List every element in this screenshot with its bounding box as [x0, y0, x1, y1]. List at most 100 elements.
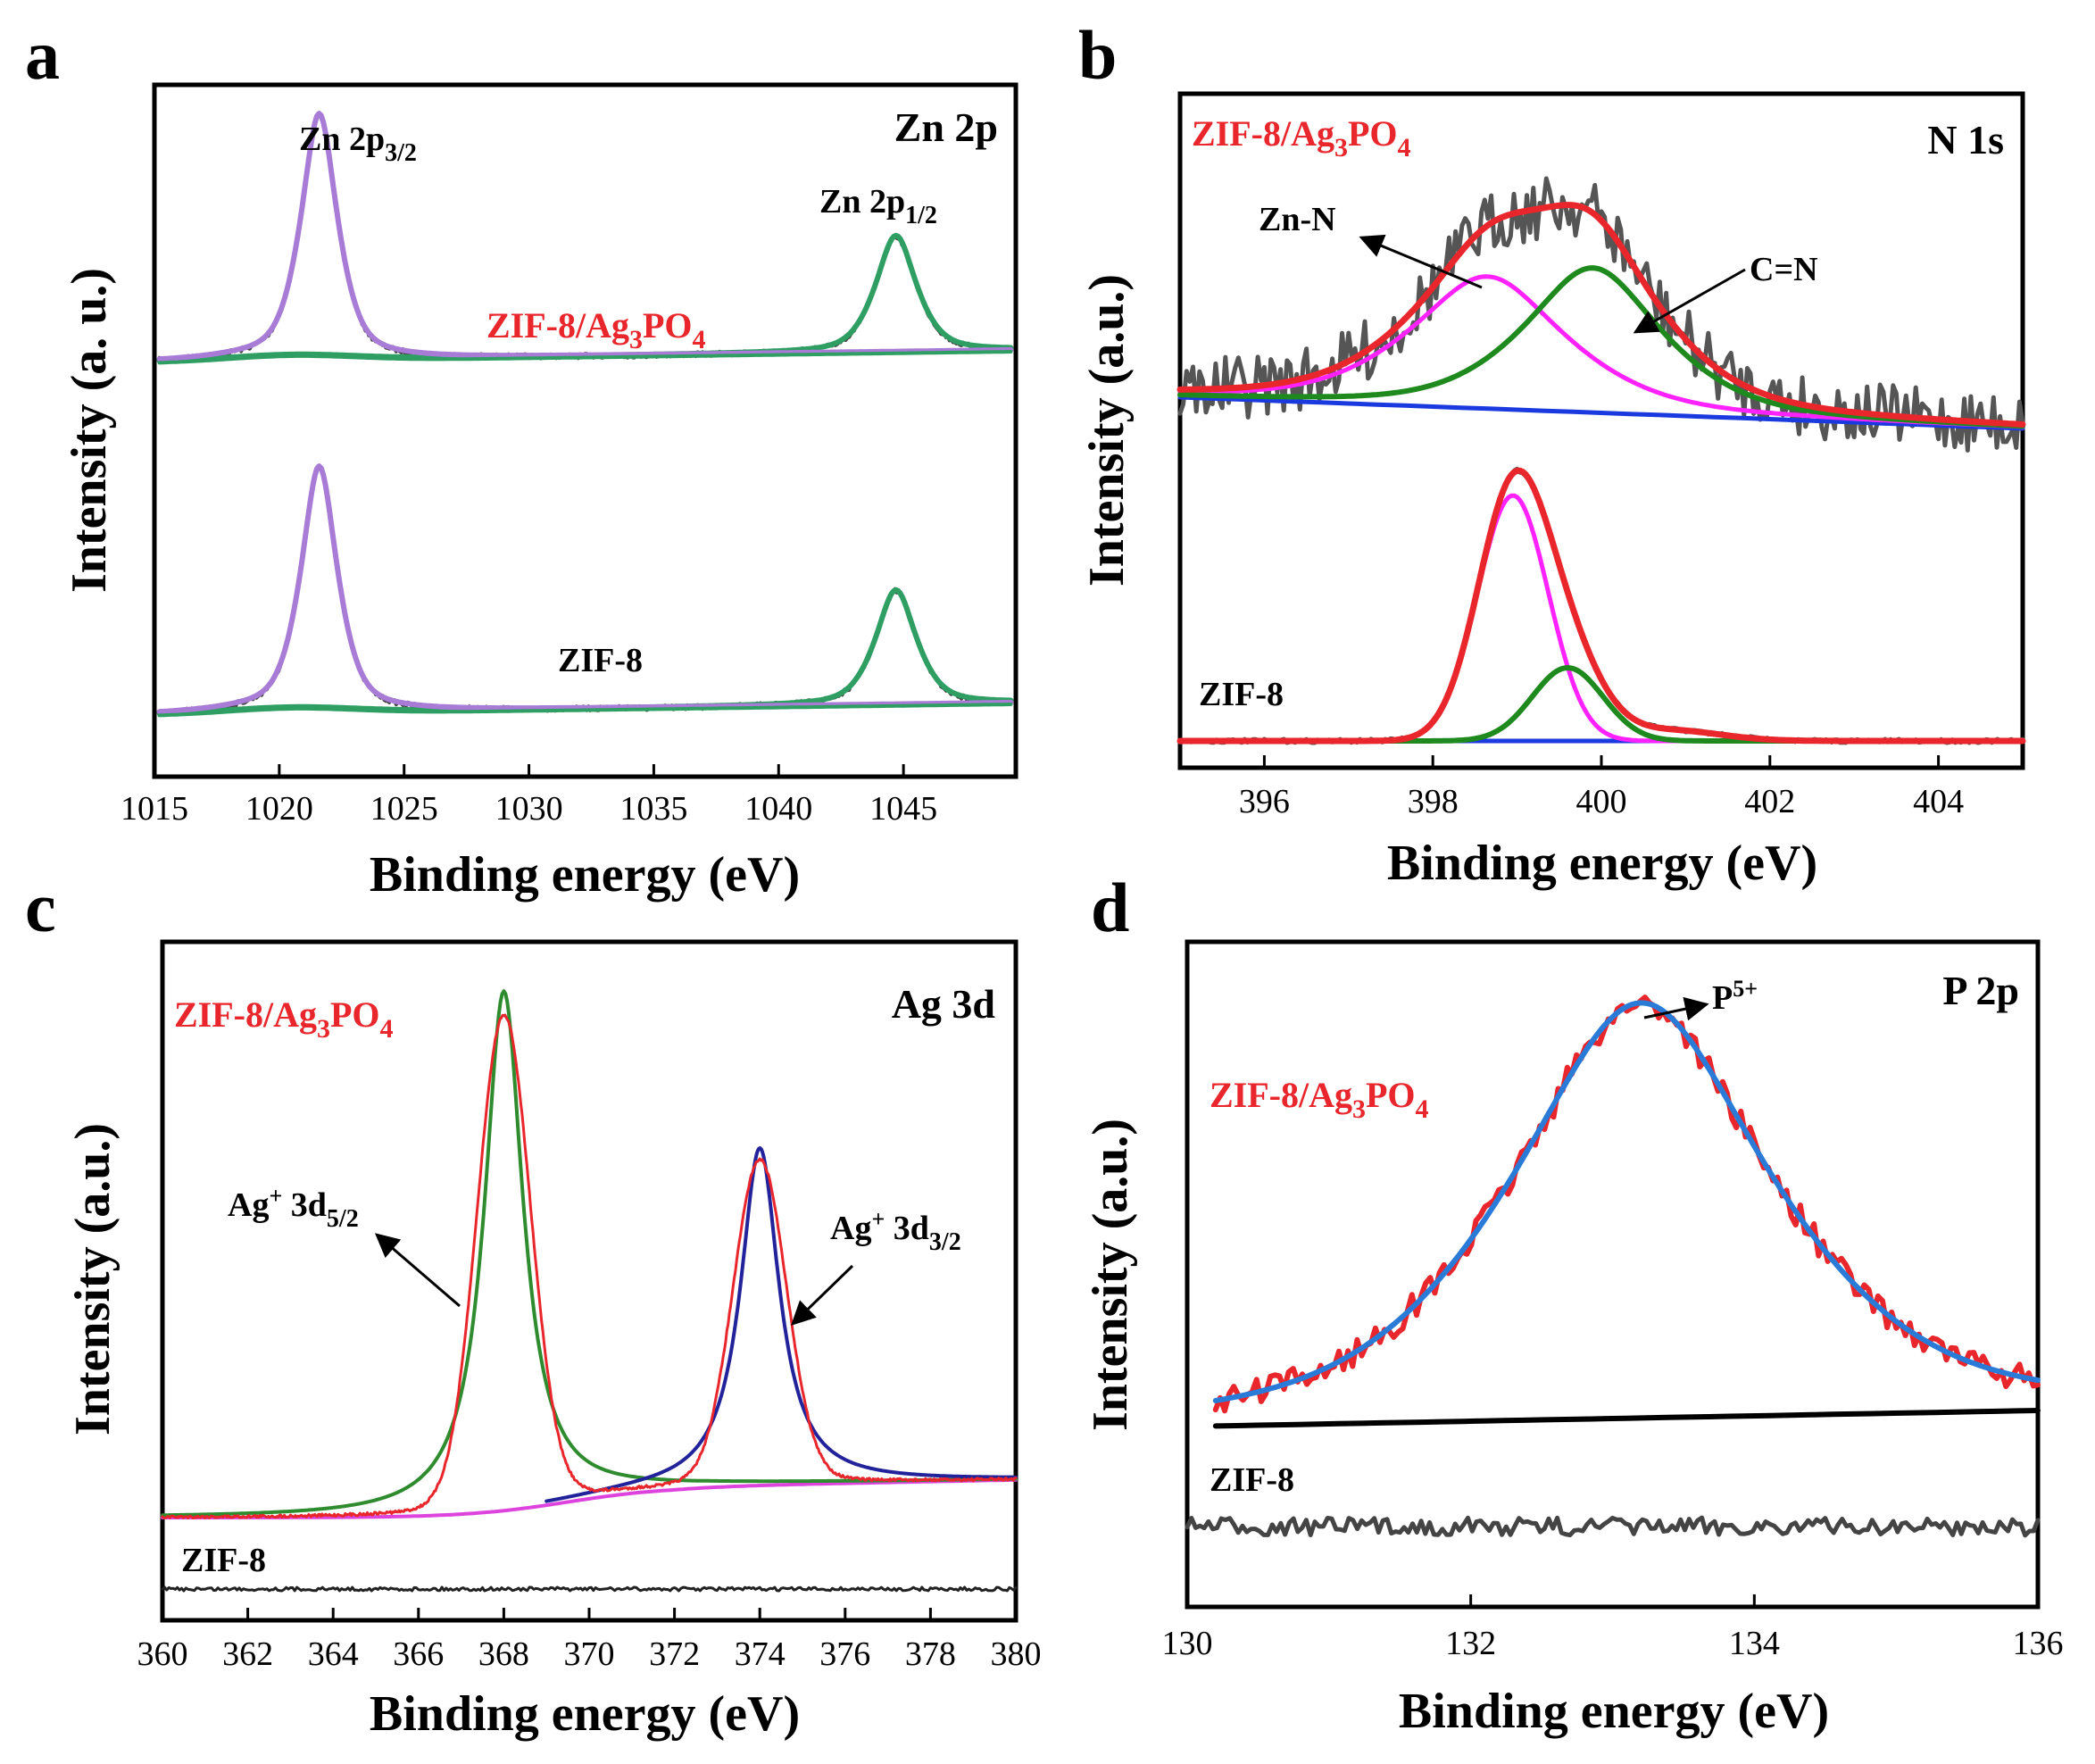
peak-label-zn-n: Zn-N	[1259, 201, 1336, 238]
peak-label-ag-3d52: Ag+ 3d5/2	[228, 1183, 359, 1233]
arrow-p5	[1643, 996, 1709, 1021]
x-tick-label-a-0: 1015	[121, 790, 188, 828]
baseline-a-zif8	[157, 703, 1013, 718]
spectrum-title-d: P 2p	[1942, 968, 2019, 1013]
raw-spectrum-b-hybrid	[1177, 176, 2025, 453]
x-tick-label-c-10: 380	[991, 1635, 1042, 1673]
x-tick-label-a-2: 1025	[370, 790, 438, 828]
panel-c: c 360 362 364 366 368 370 372 374 376 378 380 Ag 3…	[25, 869, 1042, 1742]
panel-letter-b: b	[1078, 16, 1117, 94]
x-tick-label-c-6: 372	[649, 1635, 700, 1673]
x-tick-label-b-2: 400	[1576, 783, 1627, 820]
fit-ag-3d52-c	[161, 989, 1018, 1518]
x-tick-label-c-3: 366	[393, 1635, 444, 1673]
arrow-c-n	[1633, 268, 1746, 334]
sample-label-zif8-ag3po4-b: ZIF-8/Ag3PO4	[1192, 113, 1411, 162]
x-axis-title-d: Binding energy (eV)	[1399, 1684, 1829, 1739]
x-tick-label-c-7: 374	[735, 1635, 786, 1673]
x-axis-title-c: Binding energy (eV)	[370, 1686, 800, 1742]
sample-label-zif8-ag3po4-c: ZIF-8/Ag3PO4	[174, 994, 394, 1044]
x-axis-title-a: Binding energy (eV)	[370, 847, 800, 903]
curves-d	[1185, 994, 2041, 1538]
y-axis-title-d: Intensity (a.u.)	[1083, 1119, 1138, 1431]
x-tick-label-c-2: 364	[308, 1635, 359, 1673]
panel-letter-a: a	[25, 16, 60, 94]
fit-zn-2p32-a-zif8	[156, 463, 1014, 715]
ticks-d	[1185, 1594, 2040, 1607]
x-tick-label-a-6: 1045	[869, 790, 937, 828]
fit-p2p-d	[1212, 1000, 2041, 1403]
x-tick-label-c-5: 370	[564, 1635, 615, 1673]
panel-a: a 1015 1020 1025 1030 1035 1040 1045 Zn 2p Zn …	[25, 16, 1018, 903]
peak-label-c-n: C=N	[1750, 251, 1818, 288]
fit-ag-3d32-c	[545, 1146, 1018, 1503]
y-axis-title-a: Intensity (a. u.)	[62, 268, 117, 593]
y-axis-title-b: Intensity (a.u.)	[1079, 274, 1135, 587]
curves-b	[1176, 176, 2026, 745]
x-tick-label-b-4: 404	[1913, 783, 1964, 820]
sample-label-zif8-ag3po4-d: ZIF-8/Ag3PO4	[1210, 1075, 1429, 1124]
ticks-b	[1262, 755, 1941, 768]
plot-frame-b	[1177, 91, 2025, 770]
x-tick-label-a-4: 1035	[619, 790, 687, 828]
panel-d: d 130 132 134 136 P 2p ZIF-8/Ag3PO4 P5+ ZIF…	[1083, 869, 2064, 1739]
envelope-b-zif8	[1176, 467, 2026, 745]
x-tick-label-d-2: 134	[1729, 1625, 1780, 1662]
spectrum-title-b: N 1s	[1927, 117, 2004, 162]
baseline-b-hybrid	[1177, 395, 2025, 431]
ticks-a	[153, 764, 905, 777]
tick-labels-a: 1015 1020 1025 1030 1035 1040 1045	[121, 790, 937, 828]
peak-label-zn-2p32: Zn 2p3/2	[299, 121, 417, 167]
curves-a	[156, 111, 1014, 718]
sample-label-zif8-ag3po4-a: ZIF-8/Ag3PO4	[486, 305, 706, 354]
raw-spectrum-d-zif8	[1185, 1515, 2041, 1538]
x-tick-label-b-3: 402	[1744, 783, 1795, 820]
peak-label-ag-3d32: Ag+ 3d3/2	[830, 1206, 961, 1256]
tick-labels-d: 130 132 134 136	[1162, 1625, 2064, 1662]
spectrum-title-a: Zn 2p	[894, 104, 998, 150]
x-tick-label-c-9: 378	[905, 1635, 956, 1673]
x-tick-label-d-3: 136	[2013, 1625, 2064, 1662]
raw-spectrum-c-zif8	[161, 1585, 1018, 1593]
baseline-d	[1212, 1408, 2041, 1429]
sample-label-zif8-c: ZIF-8	[181, 1542, 266, 1579]
background-c	[161, 1477, 1018, 1519]
sample-label-zif8-d: ZIF-8	[1210, 1461, 1294, 1499]
arrow-zn-n	[1359, 234, 1483, 289]
plot-frame-a	[152, 82, 1018, 779]
tick-labels-c: 360 362 364 366 368 370 372 374 376 378 380	[137, 1635, 1042, 1673]
curves-c	[161, 989, 1018, 1593]
x-tick-label-d-1: 132	[1445, 1625, 1496, 1662]
x-tick-label-a-5: 1040	[744, 790, 812, 828]
y-axis-title-c: Intensity (a.u.)	[65, 1123, 121, 1435]
fit-zn-2p32-a-hybrid	[156, 111, 1014, 362]
sample-label-zif8-b: ZIF-8	[1199, 676, 1284, 713]
envelope-b-hybrid	[1176, 202, 2026, 428]
panel-letter-d: d	[1091, 869, 1129, 946]
x-tick-label-c-0: 360	[137, 1635, 188, 1673]
x-tick-label-b-1: 398	[1408, 783, 1459, 820]
x-tick-label-d-0: 130	[1162, 1625, 1213, 1662]
panel-b: b 396 398 400 402 404 N 1s ZIF-8/Ag3PO4 Zn-N…	[1078, 16, 2026, 891]
ticks-c	[161, 1608, 1018, 1620]
peak-label-p5: P5+	[1712, 976, 1758, 1017]
plot-frame-d	[1185, 939, 2041, 1610]
x-tick-label-c-4: 368	[478, 1635, 529, 1673]
x-tick-label-a-1: 1020	[245, 790, 313, 828]
x-tick-label-c-1: 362	[222, 1635, 273, 1673]
sample-label-zif8-a: ZIF-8	[558, 642, 643, 679]
x-tick-label-c-8: 376	[819, 1635, 870, 1673]
x-tick-label-b-0: 396	[1239, 783, 1290, 820]
baseline-a-hybrid	[157, 350, 1013, 365]
x-axis-title-b: Binding energy (eV)	[1387, 836, 1817, 891]
arrow-ag-3d52	[374, 1233, 461, 1308]
raw-spectrum-c-hybrid	[161, 1013, 1018, 1519]
fit-zn-n-b-zif8	[1177, 493, 2025, 744]
spectrum-title-c: Ag 3d	[892, 981, 996, 1027]
raw-spectrum-b-zif8	[1177, 466, 2025, 745]
raw-spectrum-d-hybrid	[1212, 994, 2041, 1414]
peak-label-zn-2p12: Zn 2p1/2	[819, 183, 937, 229]
panel-letter-c: c	[25, 869, 56, 946]
tick-labels-b: 396 398 400 402 404	[1239, 783, 1964, 820]
